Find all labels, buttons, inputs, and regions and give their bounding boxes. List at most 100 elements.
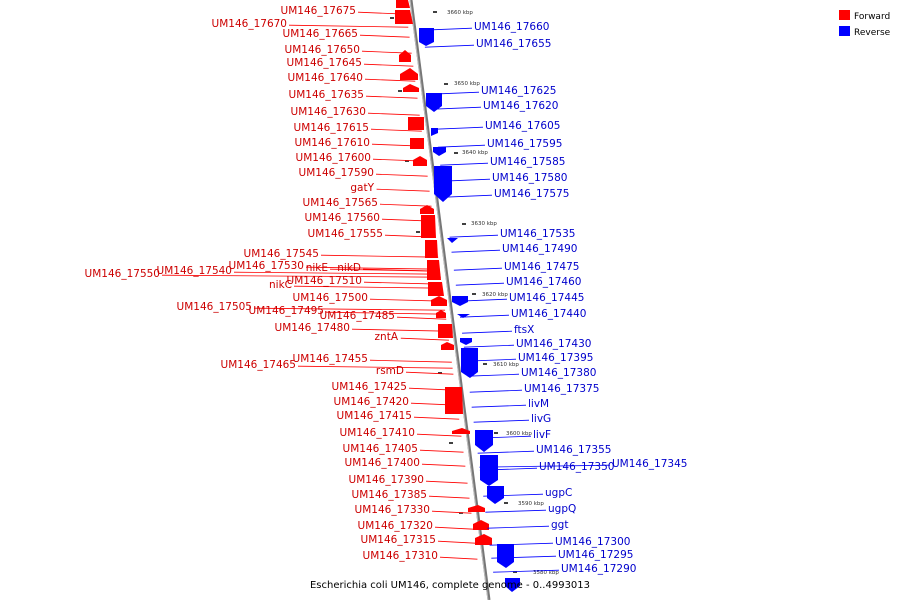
- leader-line-forward: [439, 556, 478, 560]
- leader-line-reverse: [437, 144, 486, 148]
- leader-line-forward: [370, 128, 422, 132]
- gene-label-reverse: UM146_17490: [502, 243, 577, 255]
- leader-line-reverse: [435, 126, 484, 130]
- leader-line-forward: [288, 24, 409, 28]
- gene-label-reverse: UM146_17295: [558, 549, 633, 561]
- leader-line-forward: [419, 449, 464, 453]
- gene-label-forward: UM146_17330: [355, 504, 430, 516]
- gene-label-reverse: UM146_17380: [521, 367, 596, 379]
- scale-label: 3640 kbp: [462, 150, 488, 156]
- leader-line-forward: [431, 510, 472, 514]
- gene-label-reverse: UM146_17300: [555, 536, 630, 548]
- legend-label-forward: Forward: [854, 12, 890, 22]
- gene-label-reverse: UM146_17350: [539, 461, 614, 473]
- forward-gene: [421, 215, 436, 238]
- leader-line-forward: [372, 158, 426, 162]
- leader-line-reverse: [479, 467, 538, 471]
- gene-label-reverse: UM146_17475: [504, 261, 579, 273]
- gene-label-forward: UM146_17645: [287, 57, 362, 69]
- leader-line-forward: [367, 112, 420, 116]
- leader-line-forward: [369, 298, 444, 302]
- reverse-gene: [457, 314, 470, 318]
- leader-line-forward: [365, 95, 418, 99]
- gene-label-reverse: UM146_17345: [612, 458, 687, 470]
- leader-line-forward: [297, 365, 453, 369]
- leader-line-forward: [434, 526, 474, 530]
- gene-label-forward: UM146_17640: [288, 72, 363, 84]
- gene-label-forward: UM146_17545: [244, 248, 319, 260]
- reverse-labels: UM146_17660 UM146_17655 UM146_17625 UM14…: [474, 21, 687, 575]
- gene-label-reverse: UM146_17585: [490, 156, 565, 168]
- leader-line-forward: [305, 266, 440, 270]
- leader-line-reverse: [483, 493, 544, 497]
- gene-label-reverse: UM146_17445: [509, 292, 584, 304]
- gene-label-forward: UM146_17560: [305, 212, 380, 224]
- leader-line-forward: [161, 274, 441, 278]
- scale-label: 3620 kbp: [482, 292, 508, 298]
- leader-line-reverse: [467, 373, 520, 377]
- legend-label-reverse: Reverse: [854, 28, 891, 38]
- gene-label-forward: UM146_17565: [303, 197, 378, 209]
- gene-label-forward: UM146_17675: [281, 5, 356, 17]
- leader-line-forward: [371, 143, 424, 147]
- gene-label-forward: UM146_17415: [337, 410, 412, 422]
- gene-label-forward: UM146_17650: [285, 44, 360, 56]
- leader-line-forward: [364, 78, 416, 82]
- gene-label-forward: UM146_17665: [283, 28, 358, 40]
- leader-line-forward: [293, 285, 443, 289]
- leader-line-forward: [400, 337, 449, 341]
- leader-line-forward: [351, 328, 448, 332]
- gene-label-forward: UM146_17510: [287, 275, 362, 287]
- forward-gene: [427, 260, 441, 280]
- scale-label: 3580 kbp: [533, 570, 559, 576]
- gene-label-reverse: UM146_17375: [524, 383, 599, 395]
- gene-label-forward: UM146_17610: [295, 137, 370, 149]
- leader-line-reverse: [479, 464, 611, 468]
- forward-gene: [410, 138, 424, 149]
- reverse-gene: [480, 455, 498, 486]
- forward-gene: [396, 0, 410, 8]
- gene-label-reverse: UM146_17395: [518, 352, 593, 364]
- forward-gene: [403, 84, 419, 92]
- leader-line-forward: [363, 281, 442, 285]
- scale-marks: 3660 kbp 3650 kbp 3640 kbp 3630 kbp 3620…: [433, 10, 559, 576]
- reverse-gene: [497, 544, 514, 568]
- gene-label-reverse: UM146_17460: [506, 276, 581, 288]
- forward-gene: [420, 205, 434, 214]
- leader-line-forward: [233, 271, 441, 275]
- gene-label-reverse: UM146_17440: [511, 308, 586, 320]
- forward-gene: [425, 240, 438, 258]
- leader-line-forward: [375, 173, 428, 177]
- leader-line-forward: [359, 34, 410, 38]
- leader-line-forward: [408, 387, 456, 391]
- leader-line-forward: [437, 540, 476, 544]
- gene-label-forward: UM146_17315: [361, 534, 436, 546]
- gene-label-reverse: UM146_17605: [485, 120, 560, 132]
- gene-label-forward: zntA: [375, 331, 399, 343]
- reverse-gene: [434, 166, 452, 202]
- leader-line-forward: [361, 50, 412, 54]
- reverse-gene: [487, 486, 504, 504]
- legend-swatch-reverse: [839, 26, 850, 36]
- leader-line-forward: [379, 203, 432, 207]
- leader-line-reverse: [465, 358, 517, 362]
- gene-label-forward: UM146_17385: [352, 489, 427, 501]
- leader-line-forward: [376, 188, 430, 192]
- forward-gene: [468, 505, 485, 512]
- leader-line-reverse: [442, 178, 491, 182]
- leader-line-reverse: [432, 106, 482, 110]
- gene-label-reverse: UM146_17430: [516, 338, 591, 350]
- leader-line-reverse: [473, 419, 530, 423]
- leader-line-forward: [357, 11, 407, 15]
- scale-label: 3630 kbp: [471, 221, 497, 227]
- leader-line-reverse: [459, 314, 510, 318]
- forward-gene: [473, 520, 489, 530]
- gene-label-forward: UM146_17530: [229, 260, 304, 272]
- gene-label-forward: UM146_17410: [340, 427, 415, 439]
- forward-gene: [428, 282, 444, 296]
- genome-backbone: [409, 0, 491, 600]
- scale-label: 3660 kbp: [447, 10, 473, 16]
- gene-label-reverse: UM146_17655: [476, 38, 551, 50]
- genome-backbone-highlight: [409, 0, 489, 600]
- gene-label-forward: UM146_17505: [177, 301, 252, 313]
